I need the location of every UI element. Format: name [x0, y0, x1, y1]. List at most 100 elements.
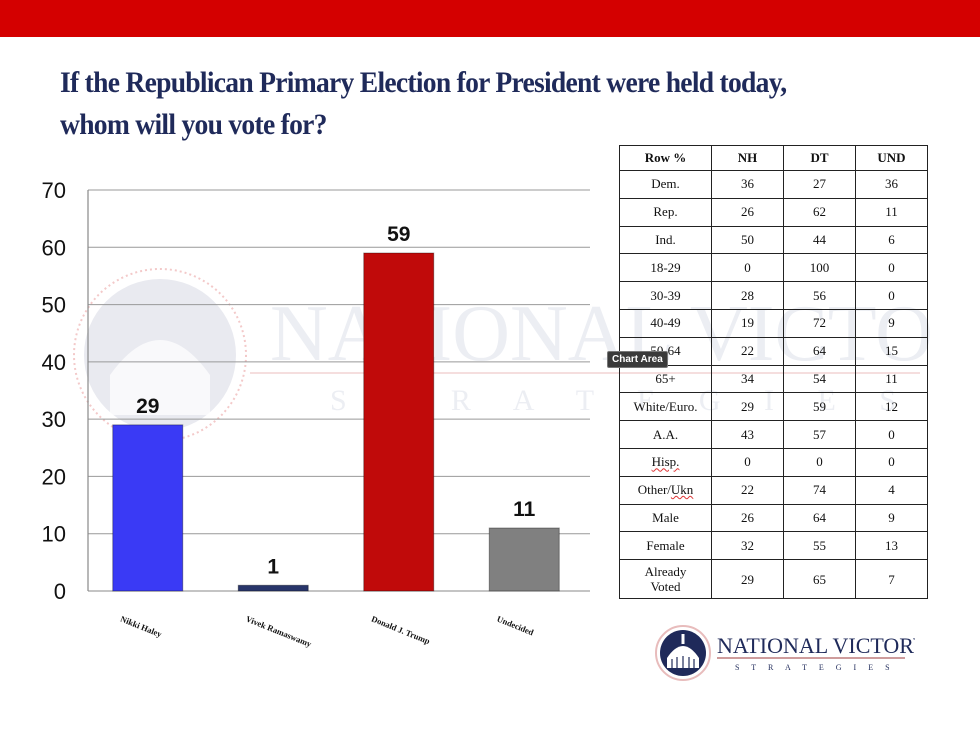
header-und: UND [855, 145, 928, 171]
row-label: A.A. [619, 420, 712, 449]
cell-und: 0 [855, 447, 928, 477]
table-row: Rep. 26 62 11 [619, 197, 928, 227]
cell-und: 6 [855, 225, 928, 255]
cell-und: 7 [855, 559, 928, 600]
cell-und: 11 [855, 197, 928, 227]
y-tick-label: 70 [42, 178, 66, 203]
header-bar [0, 0, 980, 37]
cell-dt: 62 [783, 197, 856, 227]
table-row: Male 26 64 9 [619, 503, 928, 533]
x-axis-ticks: Nikki Haley Vivek Ramaswamy Donald J. Trum… [119, 614, 535, 650]
cell-dt: 0 [783, 447, 856, 477]
y-tick-label: 40 [42, 350, 66, 375]
table-row: Ind. 50 44 6 [619, 225, 928, 255]
x-tick-label: Undecided [496, 614, 536, 638]
row-label: Already Voted [619, 559, 712, 600]
crosstab-table: Row % NH DT UND Dem. 36 27 36 Rep. 26 62 11 Ind.… [619, 145, 928, 600]
cell-und: 0 [855, 281, 928, 310]
table-row: 18-29 0 100 0 [619, 253, 928, 283]
chart-area-tooltip: Chart Area [607, 351, 668, 368]
y-tick-label: 30 [42, 407, 66, 432]
cell-nh: 0 [711, 253, 784, 283]
logo-subtitle: S T R A T E G I E S [735, 663, 895, 672]
x-tick-label: Vivek Ramaswamy [245, 614, 314, 650]
cell-und: 4 [855, 475, 928, 505]
cell-dt: 72 [783, 308, 856, 338]
cell-dt: 27 [783, 170, 856, 199]
y-tick-label: 60 [42, 235, 66, 260]
cell-und: 9 [855, 503, 928, 533]
company-logo: NATIONAL VICTORY S T R A T E G I E S [655, 625, 915, 681]
table-row: Already Voted 29 65 7 [619, 559, 928, 600]
cell-dt: 59 [783, 392, 856, 422]
bar[interactable] [237, 584, 309, 592]
table-row: A.A. 43 57 0 [619, 420, 928, 449]
data-label: 1 [267, 555, 279, 578]
cell-nh: 50 [711, 225, 784, 255]
slide-title: If the Republican Primary Election for P… [60, 66, 787, 141]
x-tick-label: Nikki Haley [119, 614, 164, 640]
cell-nh: 19 [711, 308, 784, 338]
table-row: White/Euro. 29 59 12 [619, 392, 928, 422]
cell-und: 12 [855, 392, 928, 422]
y-tick-label: 20 [42, 464, 66, 489]
cell-und: 0 [855, 253, 928, 283]
cell-nh: 32 [711, 531, 784, 561]
table-row: Dem. 36 27 36 [619, 170, 928, 199]
cell-dt: 57 [783, 420, 856, 449]
cell-dt: 56 [783, 281, 856, 310]
table-row: 40-49 19 72 9 [619, 308, 928, 338]
row-label: White/Euro. [619, 392, 712, 422]
cell-dt: 64 [783, 336, 856, 366]
chart-bars [112, 252, 560, 592]
header-row-pct: Row % [619, 145, 712, 171]
bar[interactable] [363, 252, 435, 592]
cell-dt: 64 [783, 503, 856, 533]
cell-und: 13 [855, 531, 928, 561]
cell-nh: 26 [711, 503, 784, 533]
row-label: Dem. [619, 170, 712, 199]
cell-und: 15 [855, 336, 928, 366]
cell-dt: 54 [783, 364, 856, 394]
row-label: Ind. [619, 225, 712, 255]
row-label: Rep. [619, 197, 712, 227]
bar[interactable] [488, 527, 560, 592]
table-header-row: Row % NH DT UND [619, 145, 928, 171]
table-row: Other/Ukn 22 74 4 [619, 475, 928, 505]
cell-dt: 100 [783, 253, 856, 283]
bar[interactable] [112, 424, 184, 592]
y-tick-label: 10 [42, 522, 66, 547]
data-label: 11 [513, 498, 536, 521]
cell-nh: 0 [711, 447, 784, 477]
cell-dt: 44 [783, 225, 856, 255]
cell-und: 0 [855, 420, 928, 449]
row-label: Female [619, 531, 712, 561]
cell-dt: 74 [783, 475, 856, 505]
row-label: 65+ [619, 364, 712, 394]
bar-chart[interactable]: 0 10 20 30 40 50 60 70 29 1 59 11 Nikki Haley Vivek… [0, 150, 600, 650]
y-axis-ticks: 0 10 20 30 40 50 60 70 [42, 178, 66, 604]
cell-nh: 26 [711, 197, 784, 227]
cell-und: 36 [855, 170, 928, 199]
row-label: 30-39 [619, 281, 712, 310]
data-label: 59 [387, 223, 410, 246]
cell-nh: 43 [711, 420, 784, 449]
cell-dt: 65 [783, 559, 856, 600]
row-label: Male [619, 503, 712, 533]
table-row: 30-39 28 56 0 [619, 281, 928, 310]
cell-nh: 22 [711, 475, 784, 505]
data-labels: 29 1 59 11 [136, 223, 536, 578]
row-label: Hisp. [619, 447, 712, 477]
cell-nh: 29 [711, 392, 784, 422]
data-label: 29 [136, 395, 159, 418]
cell-und: 11 [855, 364, 928, 394]
y-tick-label: 0 [54, 579, 66, 604]
logo-name: NATIONAL VICTORY [717, 633, 915, 658]
cell-und: 9 [855, 308, 928, 338]
cell-nh: 22 [711, 336, 784, 366]
cell-nh: 29 [711, 559, 784, 600]
cell-dt: 55 [783, 531, 856, 561]
table-row: 65+ 34 54 11 [619, 364, 928, 394]
row-label: Other/Ukn [619, 475, 712, 505]
cell-nh: 34 [711, 364, 784, 394]
